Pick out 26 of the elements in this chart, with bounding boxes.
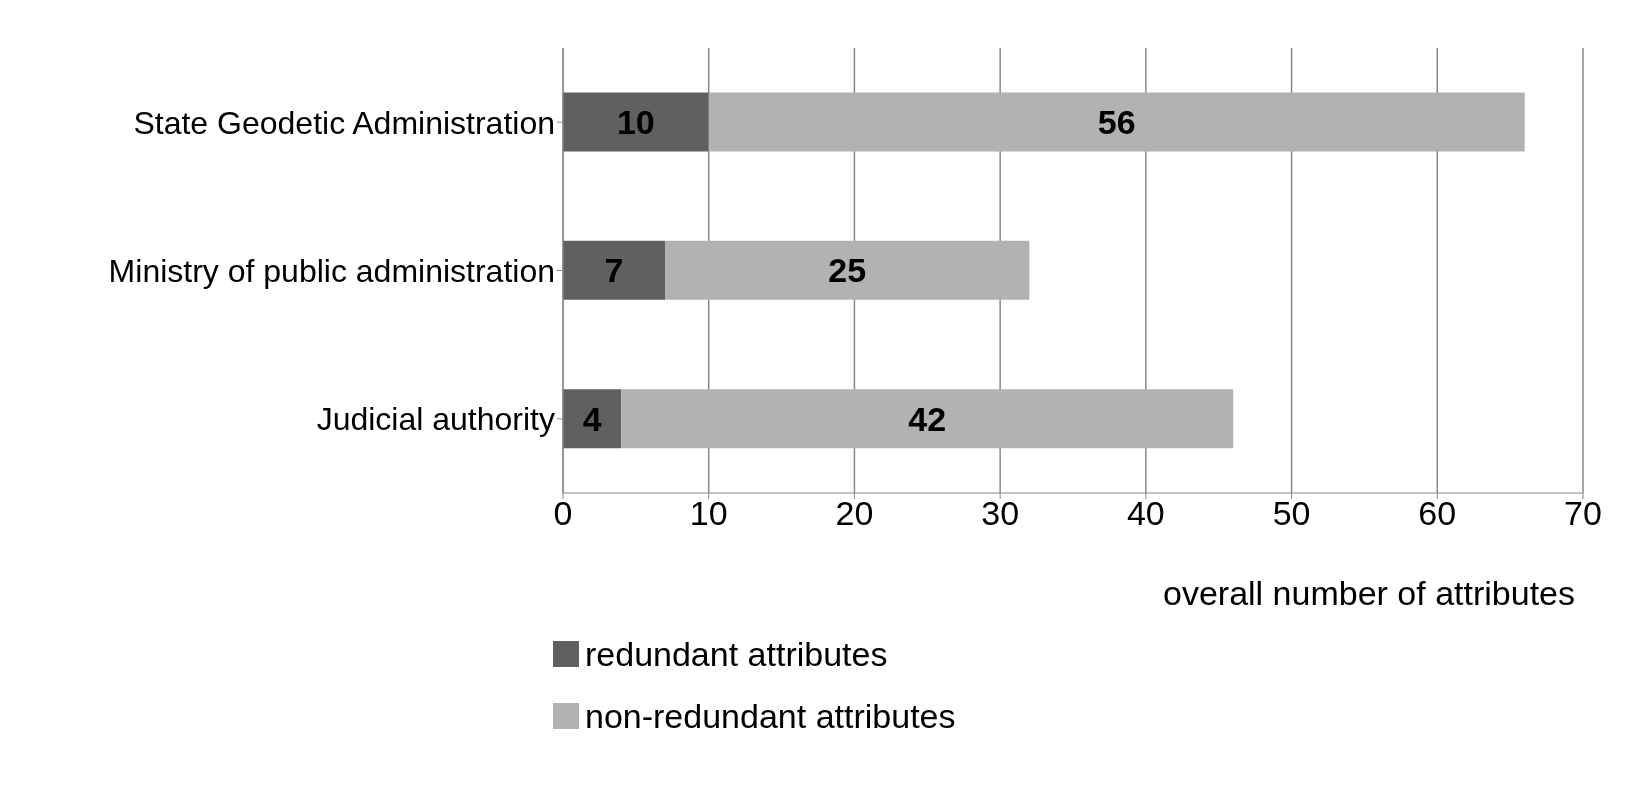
- x-tick-label: 50: [1272, 494, 1311, 533]
- data-label: 7: [604, 251, 624, 290]
- data-label: 10: [616, 103, 655, 142]
- y-tick-label: Judicial authority: [316, 401, 555, 438]
- legend-label: redundant attributes: [585, 634, 888, 674]
- x-tick-label: 30: [981, 494, 1020, 533]
- legend-label: non-redundant attributes: [585, 696, 956, 736]
- data-label: 4: [582, 399, 602, 438]
- x-axis-title: overall number of attributes: [1163, 574, 1575, 612]
- data-label: 42: [908, 399, 947, 438]
- bar: [563, 240, 665, 300]
- x-tick-label: 40: [1126, 494, 1165, 533]
- bar: [708, 92, 1525, 152]
- bar: [563, 389, 622, 449]
- data-label: 56: [1097, 103, 1136, 142]
- x-tick-label: 70: [1564, 494, 1602, 533]
- bar: [621, 389, 1234, 449]
- x-tick-label: 20: [835, 494, 874, 533]
- x-tick-label: 60: [1418, 494, 1457, 533]
- bar: [665, 240, 1030, 300]
- y-tick-label: State Geodetic Administration: [133, 104, 555, 141]
- y-tick-label: Ministry of public administration: [108, 252, 555, 289]
- data-label: 25: [828, 251, 867, 290]
- x-tick-label: 10: [689, 494, 728, 533]
- bar: [563, 92, 709, 152]
- x-tick-label: 0: [553, 494, 573, 533]
